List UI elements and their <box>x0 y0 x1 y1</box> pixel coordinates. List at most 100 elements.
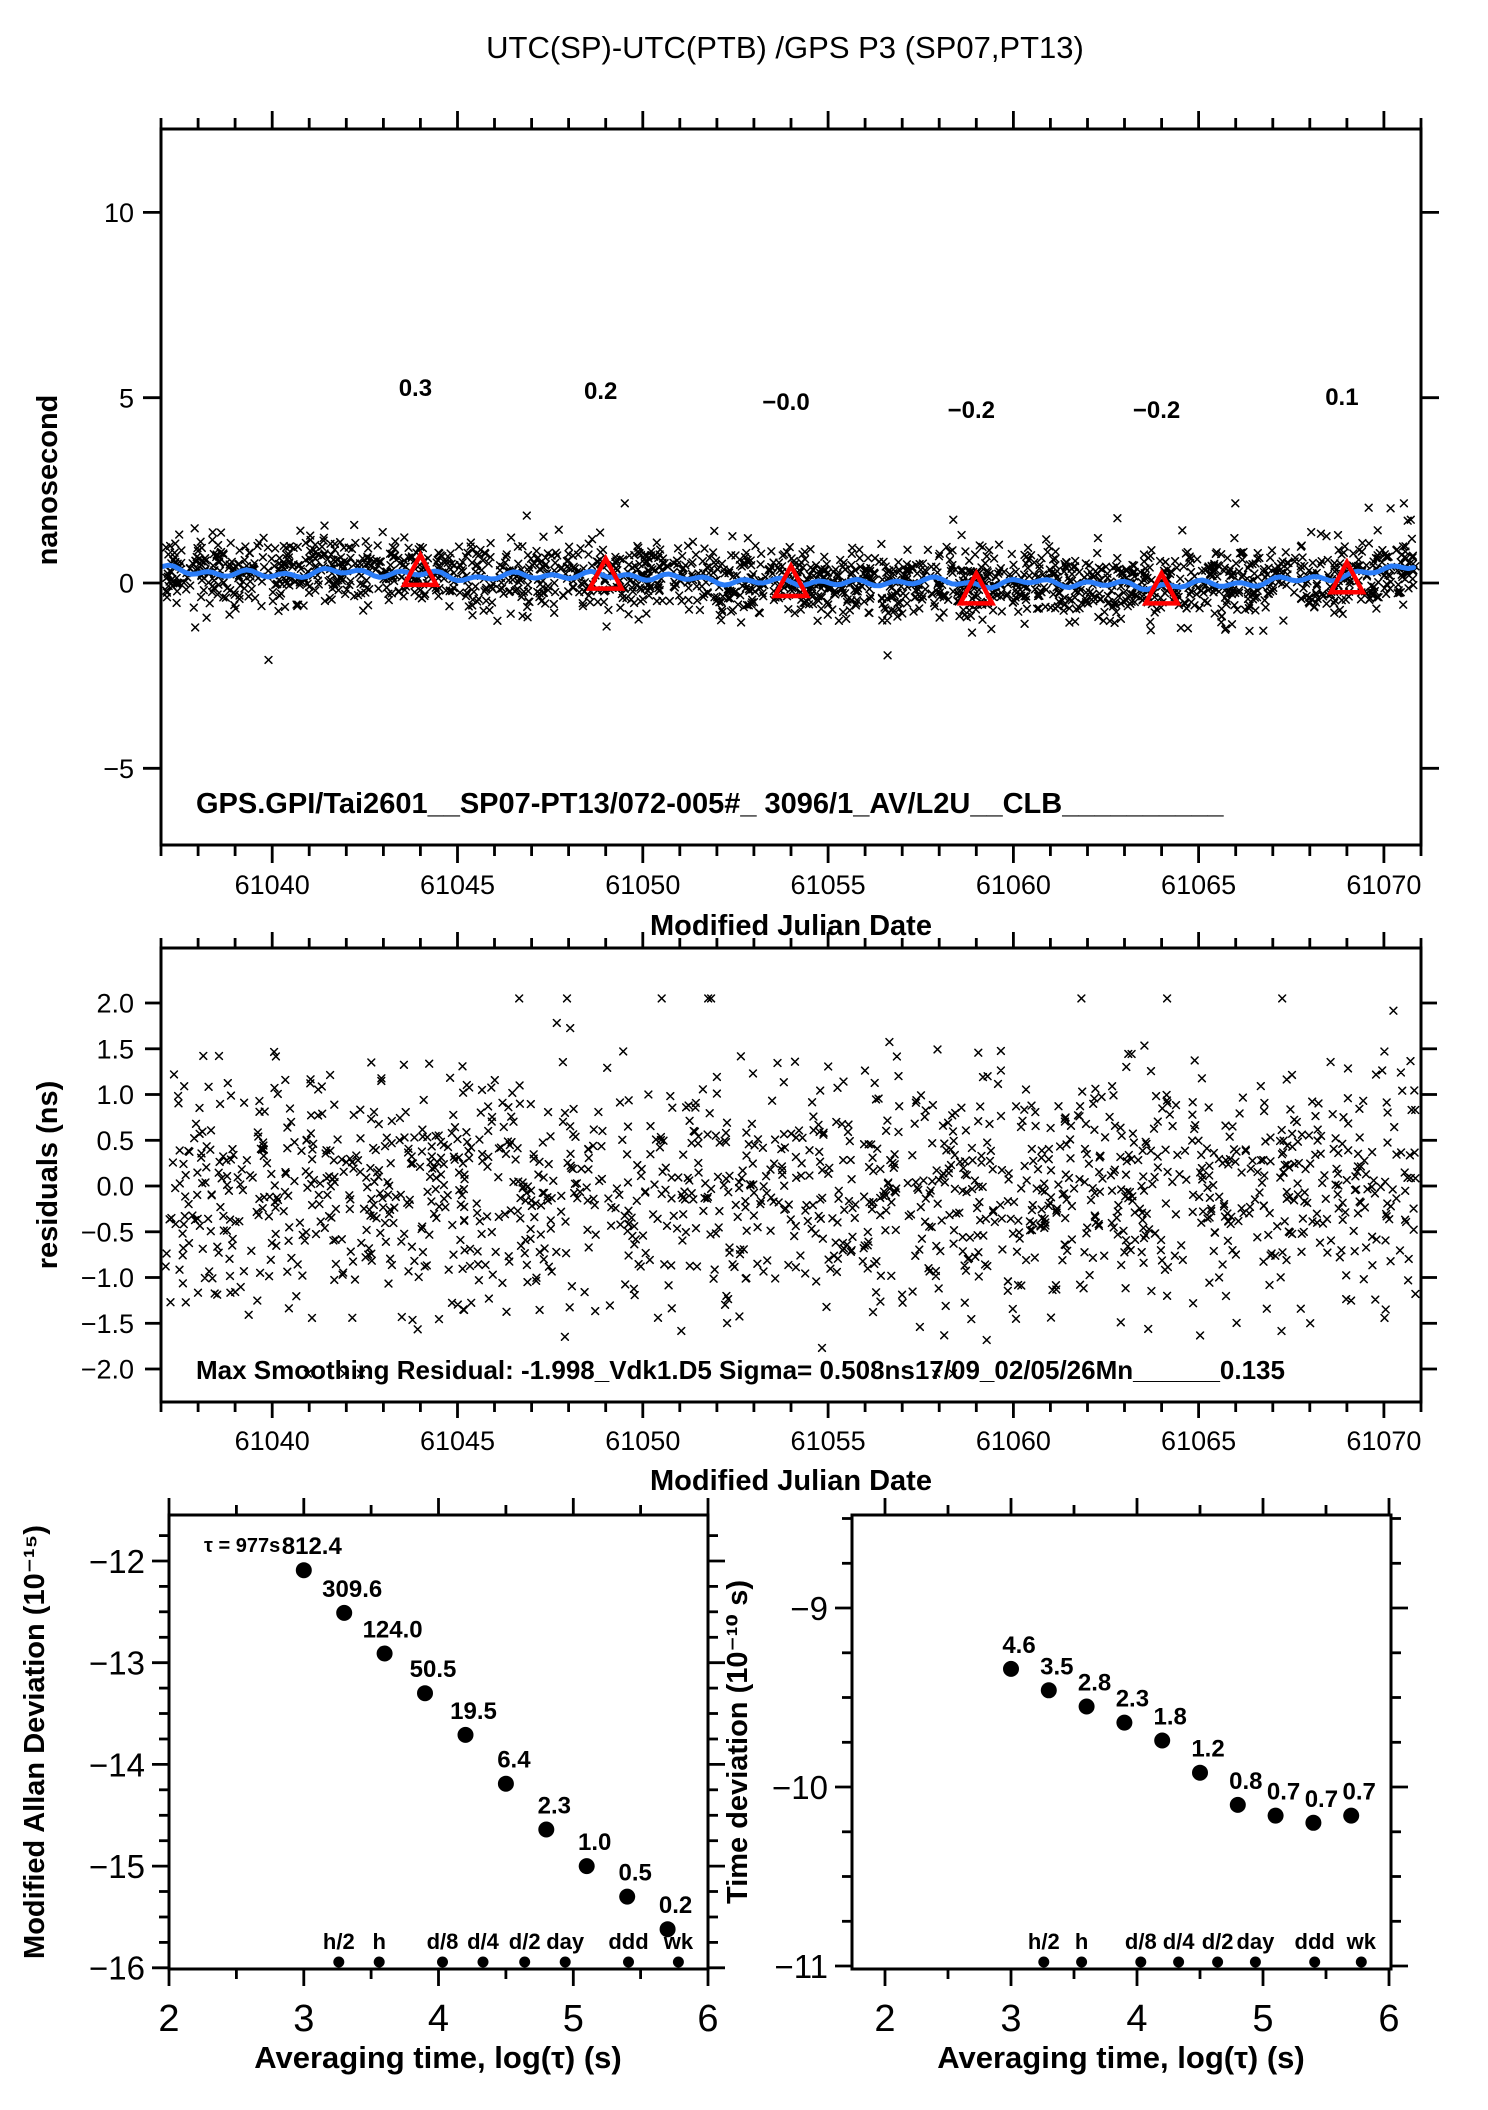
svg-text:2.8: 2.8 <box>1078 1670 1111 1697</box>
page-title: UTC(SP)-UTC(PTB) /GPS P3 (SP07,PT13) <box>486 30 1084 65</box>
phase-smoothed-line <box>160 562 1417 593</box>
mdev-y-axis-title: Modified Allan Deviation (10⁻¹⁵) <box>19 1525 51 1959</box>
residuals-scatter-points <box>161 994 1420 1378</box>
mdev-x-axis-title: Averaging time, log(τ) (s) <box>254 2040 622 2075</box>
svg-text:−15: −15 <box>89 1848 145 1885</box>
phase-y-axis-title: nanosecond <box>32 395 64 566</box>
svg-text:−0.0: −0.0 <box>762 389 809 416</box>
svg-text:61070: 61070 <box>1346 1426 1421 1456</box>
svg-text:5: 5 <box>563 1998 584 2040</box>
svg-text:2.0: 2.0 <box>96 989 134 1019</box>
mdev-tau-annotation: τ = 977s <box>204 1535 280 1557</box>
mdev-tau-markers: h/2 h d/8 d/4 d/2 day ddd wk <box>323 1929 694 1968</box>
svg-text:0.7: 0.7 <box>1267 1779 1300 1806</box>
svg-text:day: day <box>546 1929 585 1954</box>
svg-text:6.4: 6.4 <box>497 1747 531 1774</box>
svg-text:61040: 61040 <box>235 870 310 900</box>
tdev-tau-markers: h/2 h d/8 d/4 d/2 day ddd wk <box>1028 1929 1377 1968</box>
svg-text:−10: −10 <box>772 1769 828 1806</box>
svg-text:0.2: 0.2 <box>659 1892 692 1919</box>
svg-text:−16: −16 <box>89 1950 145 1987</box>
svg-text:4: 4 <box>428 1998 449 2040</box>
svg-text:−1.0: −1.0 <box>81 1263 134 1293</box>
svg-text:d/4: d/4 <box>467 1929 500 1954</box>
svg-text:61055: 61055 <box>791 870 866 900</box>
svg-text:6: 6 <box>1378 1998 1399 2040</box>
svg-text:h/2: h/2 <box>1028 1929 1060 1954</box>
svg-text:1.0: 1.0 <box>578 1829 611 1856</box>
svg-text:1.2: 1.2 <box>1191 1736 1224 1763</box>
residuals-axes-ticks: 61040 61045 61050 61055 61060 61065 61070 2.0 1.… <box>81 932 1437 1456</box>
phase-scatter-points <box>161 499 1420 665</box>
phase-x-axis-title: Modified Julian Date <box>650 910 932 942</box>
svg-text:61070: 61070 <box>1346 870 1421 900</box>
svg-text:61055: 61055 <box>791 1426 866 1456</box>
svg-text:61060: 61060 <box>976 1426 1051 1456</box>
tdev-y-axis-title: Time deviation (10⁻¹⁰ s) <box>722 1580 754 1904</box>
phase-daily-average-triangles: 0.3 0.2 −0.0 −0.2 −0.2 0.1 <box>399 375 1367 606</box>
svg-text:−0.5: −0.5 <box>81 1218 134 1248</box>
svg-text:19.5: 19.5 <box>450 1698 497 1725</box>
svg-text:5: 5 <box>119 383 134 413</box>
svg-text:d/8: d/8 <box>427 1929 459 1954</box>
svg-text:1.8: 1.8 <box>1154 1704 1187 1731</box>
svg-text:h: h <box>372 1929 385 1954</box>
panel-tdev: 2 3 4 5 6−9−10−11 4.63.52.82.31.81.20.8 0.7 0.… <box>722 1498 1408 2075</box>
svg-text:0.8: 0.8 <box>1229 1768 1262 1795</box>
svg-text:6: 6 <box>697 1998 718 2040</box>
svg-text:day: day <box>1236 1929 1275 1954</box>
svg-text:4.6: 4.6 <box>1002 1632 1035 1659</box>
svg-text:50.5: 50.5 <box>410 1656 457 1683</box>
phase-link-annotation: GPS.GPI/Tai2601__SP07-PT13/072-005#_ 309… <box>196 788 1224 820</box>
svg-text:h: h <box>1075 1929 1088 1954</box>
svg-text:−14: −14 <box>89 1746 145 1783</box>
svg-text:0.1: 0.1 <box>1325 384 1358 411</box>
tdev-axes-ticks: 2 3 4 5 6 −9 −10 −11 <box>772 1498 1408 2040</box>
tdev-points: 4.63.52.82.31.81.20.8 0.7 0.7 0.7 <box>1002 1632 1376 1831</box>
svg-text:61065: 61065 <box>1161 870 1236 900</box>
svg-text:−13: −13 <box>89 1645 145 1682</box>
svg-text:1.0: 1.0 <box>96 1080 134 1110</box>
svg-text:wk: wk <box>663 1929 694 1954</box>
svg-text:0.5: 0.5 <box>619 1860 652 1887</box>
svg-text:3.5: 3.5 <box>1040 1653 1073 1680</box>
svg-text:61045: 61045 <box>420 870 495 900</box>
svg-text:d/2: d/2 <box>1202 1929 1234 1954</box>
svg-text:5: 5 <box>1252 1998 1273 2040</box>
panel-residuals: 61040 61045 61050 61055 61060 61065 61070 2.0 1.… <box>32 932 1437 1497</box>
svg-text:1.5: 1.5 <box>96 1035 134 1065</box>
svg-text:0.0: 0.0 <box>96 1172 134 1202</box>
svg-text:d/4: d/4 <box>1163 1929 1196 1954</box>
svg-text:124.0: 124.0 <box>363 1617 423 1644</box>
svg-text:3: 3 <box>293 1998 314 2040</box>
svg-text:0.7: 0.7 <box>1343 1779 1376 1806</box>
svg-text:0.5: 0.5 <box>96 1126 134 1156</box>
svg-text:61040: 61040 <box>235 1426 310 1456</box>
svg-text:61065: 61065 <box>1161 1426 1236 1456</box>
svg-text:−0.2: −0.2 <box>948 397 995 424</box>
residuals-y-axis-title: residuals (ns) <box>32 1081 64 1270</box>
svg-text:−0.2: −0.2 <box>1133 397 1180 424</box>
mdev-points: 812.4 309.6 124.0 50.5 19.56.4 2.3 1.0 0.5 0.2 <box>282 1533 692 1938</box>
svg-text:d/2: d/2 <box>509 1929 541 1954</box>
svg-text:2.3: 2.3 <box>1116 1686 1149 1713</box>
svg-text:4: 4 <box>1126 1998 1147 2040</box>
svg-text:61045: 61045 <box>420 1426 495 1456</box>
svg-text:2: 2 <box>158 1998 179 2040</box>
svg-text:0.2: 0.2 <box>584 378 617 405</box>
svg-text:ddd: ddd <box>1295 1929 1335 1954</box>
tdev-x-axis-title: Averaging time, log(τ) (s) <box>937 2040 1305 2075</box>
svg-text:wk: wk <box>1346 1929 1377 1954</box>
svg-text:812.4: 812.4 <box>282 1533 343 1560</box>
svg-text:2: 2 <box>874 1998 895 2040</box>
svg-text:−12: −12 <box>89 1543 145 1580</box>
svg-text:−5: −5 <box>103 754 134 784</box>
svg-text:ddd: ddd <box>608 1929 648 1954</box>
svg-text:h/2: h/2 <box>323 1929 355 1954</box>
mdev-axes-ticks: 2 3 4 5 6 −12 −13 −14 −15 −16 <box>89 1498 725 2040</box>
panel-mdev: 2 3 4 5 6 −12 −13 −14 −15 −16 812.4 309.6 124.0 50.5… <box>19 1498 725 2075</box>
svg-text:−1.5: −1.5 <box>81 1309 134 1339</box>
svg-text:0.7: 0.7 <box>1305 1786 1338 1813</box>
